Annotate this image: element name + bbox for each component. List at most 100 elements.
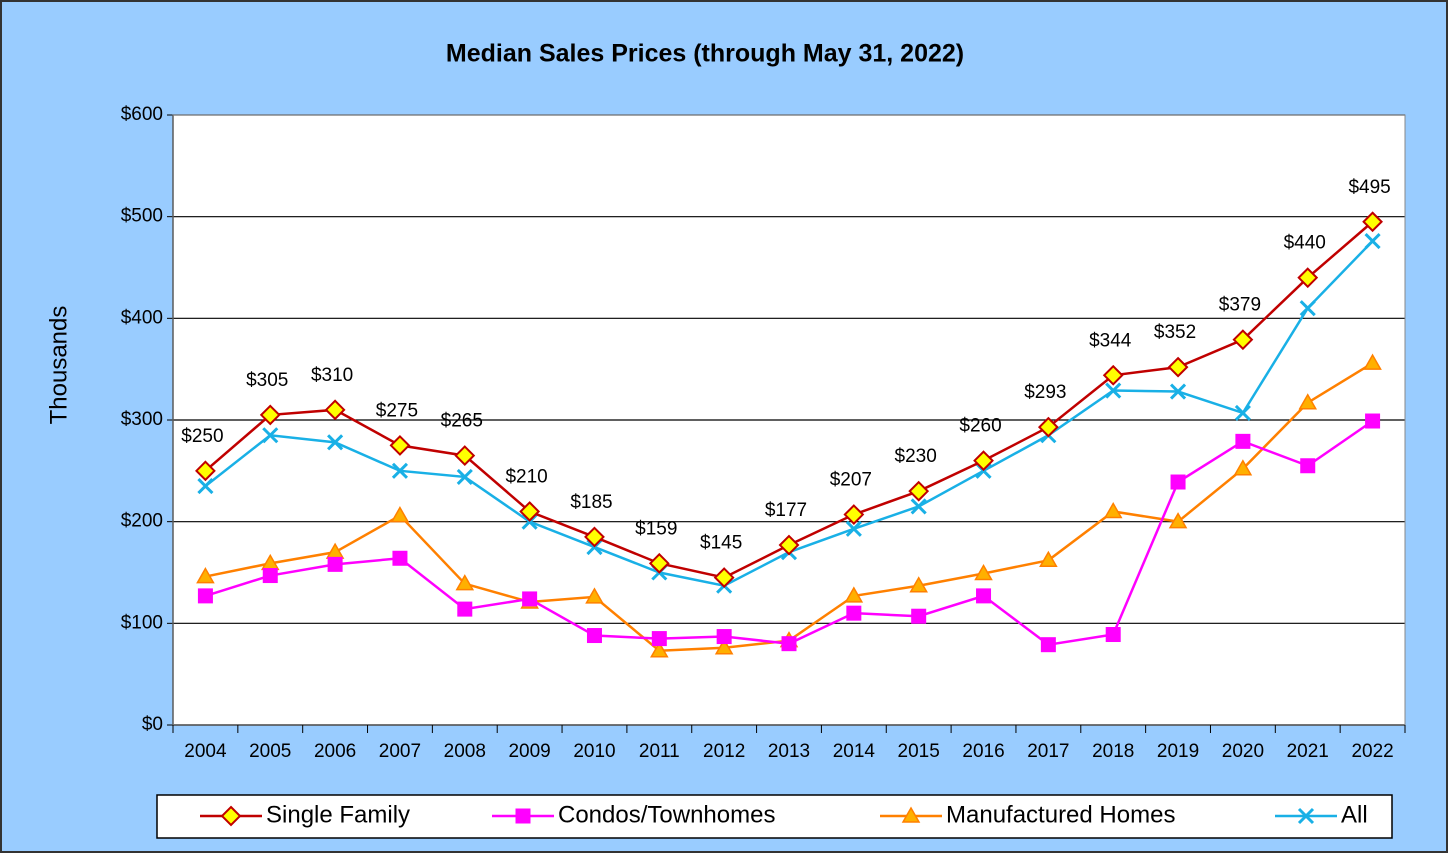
data-point xyxy=(389,435,411,456)
x-tick-label: 2012 xyxy=(703,741,745,762)
legend-label: All xyxy=(1341,801,1368,828)
x-tick-label: 2017 xyxy=(1027,741,1069,762)
data-point xyxy=(1300,458,1316,474)
x-tick-label: 2015 xyxy=(898,741,940,762)
data-label: $305 xyxy=(246,370,288,391)
data-point xyxy=(1234,404,1251,421)
data-point xyxy=(910,498,927,515)
x-tick-label: 2013 xyxy=(768,741,810,762)
data-point xyxy=(973,450,994,472)
data-point xyxy=(1364,233,1381,250)
x-tick-label: 2011 xyxy=(639,741,680,762)
data-point xyxy=(650,641,669,658)
y-tick-label: $600 xyxy=(121,104,163,125)
data-point xyxy=(327,434,344,451)
data-point xyxy=(454,445,476,466)
data-point xyxy=(1102,364,1124,386)
data-point xyxy=(1363,353,1382,370)
data-point xyxy=(713,567,735,588)
data-label: $260 xyxy=(959,416,1001,437)
data-point xyxy=(390,506,410,523)
data-point xyxy=(976,588,992,604)
data-point xyxy=(519,501,541,522)
data-point xyxy=(1105,382,1122,399)
y-tick-label: $400 xyxy=(121,307,163,328)
data-point xyxy=(1365,413,1381,429)
data-point xyxy=(195,460,216,482)
x-tick-label: 2019 xyxy=(1157,741,1199,762)
data-point xyxy=(455,574,475,591)
data-point xyxy=(585,587,604,604)
x-tick-label: 2018 xyxy=(1092,741,1134,762)
data-point xyxy=(197,478,214,495)
x-tick-label: 2006 xyxy=(314,741,356,762)
data-point xyxy=(1040,637,1056,653)
x-tick-label: 2004 xyxy=(184,741,227,762)
data-point xyxy=(716,629,732,645)
data-label: $145 xyxy=(700,533,742,554)
data-point xyxy=(1297,267,1319,289)
x-tick-label: 2008 xyxy=(444,741,486,762)
data-point xyxy=(1167,356,1189,378)
data-point xyxy=(262,568,278,584)
data-label: $293 xyxy=(1024,382,1066,403)
x-tick-label: 2020 xyxy=(1222,741,1264,762)
data-point xyxy=(586,628,602,644)
data-point xyxy=(1233,459,1253,476)
data-point xyxy=(392,550,408,566)
data-point xyxy=(843,504,865,525)
data-point xyxy=(324,399,346,421)
data-label: $440 xyxy=(1284,233,1326,254)
data-label: $185 xyxy=(570,492,612,513)
y-tick-label: $300 xyxy=(121,409,163,430)
data-point xyxy=(1170,474,1186,490)
data-point xyxy=(262,427,279,444)
data-point xyxy=(648,552,670,574)
data-point xyxy=(1105,627,1121,643)
data-point xyxy=(456,468,473,485)
y-tick-label: $500 xyxy=(121,206,163,227)
data-label: $495 xyxy=(1348,177,1390,198)
data-point xyxy=(1169,383,1187,400)
data-point xyxy=(778,534,800,556)
data-point xyxy=(259,404,281,426)
y-tick-label: $0 xyxy=(142,714,163,735)
data-point xyxy=(1039,550,1058,568)
data-label: $310 xyxy=(311,365,353,386)
data-point xyxy=(1299,300,1316,317)
data-point xyxy=(196,567,215,584)
data-point xyxy=(1103,501,1123,519)
data-label: $230 xyxy=(895,446,937,467)
x-tick-label: 2022 xyxy=(1351,741,1393,762)
plot-border xyxy=(172,114,1406,726)
legend-marker xyxy=(901,806,921,823)
data-point xyxy=(908,480,930,502)
legend-marker xyxy=(1297,807,1315,825)
legend-label: Single Family xyxy=(266,801,410,828)
data-label: $344 xyxy=(1089,330,1132,351)
data-point xyxy=(1232,329,1254,351)
data-point xyxy=(457,601,473,617)
data-point xyxy=(1362,211,1383,233)
data-label: $265 xyxy=(441,411,483,432)
data-point xyxy=(651,631,667,647)
data-label: $379 xyxy=(1219,295,1261,316)
y-axis-label: Thousands xyxy=(45,306,72,425)
x-tick-label: 2009 xyxy=(508,741,550,762)
data-point xyxy=(911,608,927,624)
data-label: $207 xyxy=(830,470,872,491)
data-point xyxy=(1037,416,1059,438)
data-label: $275 xyxy=(376,400,418,421)
x-tick-label: 2021 xyxy=(1287,741,1329,762)
legend-marker xyxy=(515,808,531,824)
x-tick-label: 2014 xyxy=(833,741,876,762)
data-point xyxy=(714,638,734,655)
data-point xyxy=(327,556,343,572)
data-label: $352 xyxy=(1154,322,1196,343)
data-label: $159 xyxy=(635,518,677,539)
data-point xyxy=(1235,433,1251,449)
data-label: $177 xyxy=(765,500,807,521)
data-point xyxy=(781,636,797,652)
